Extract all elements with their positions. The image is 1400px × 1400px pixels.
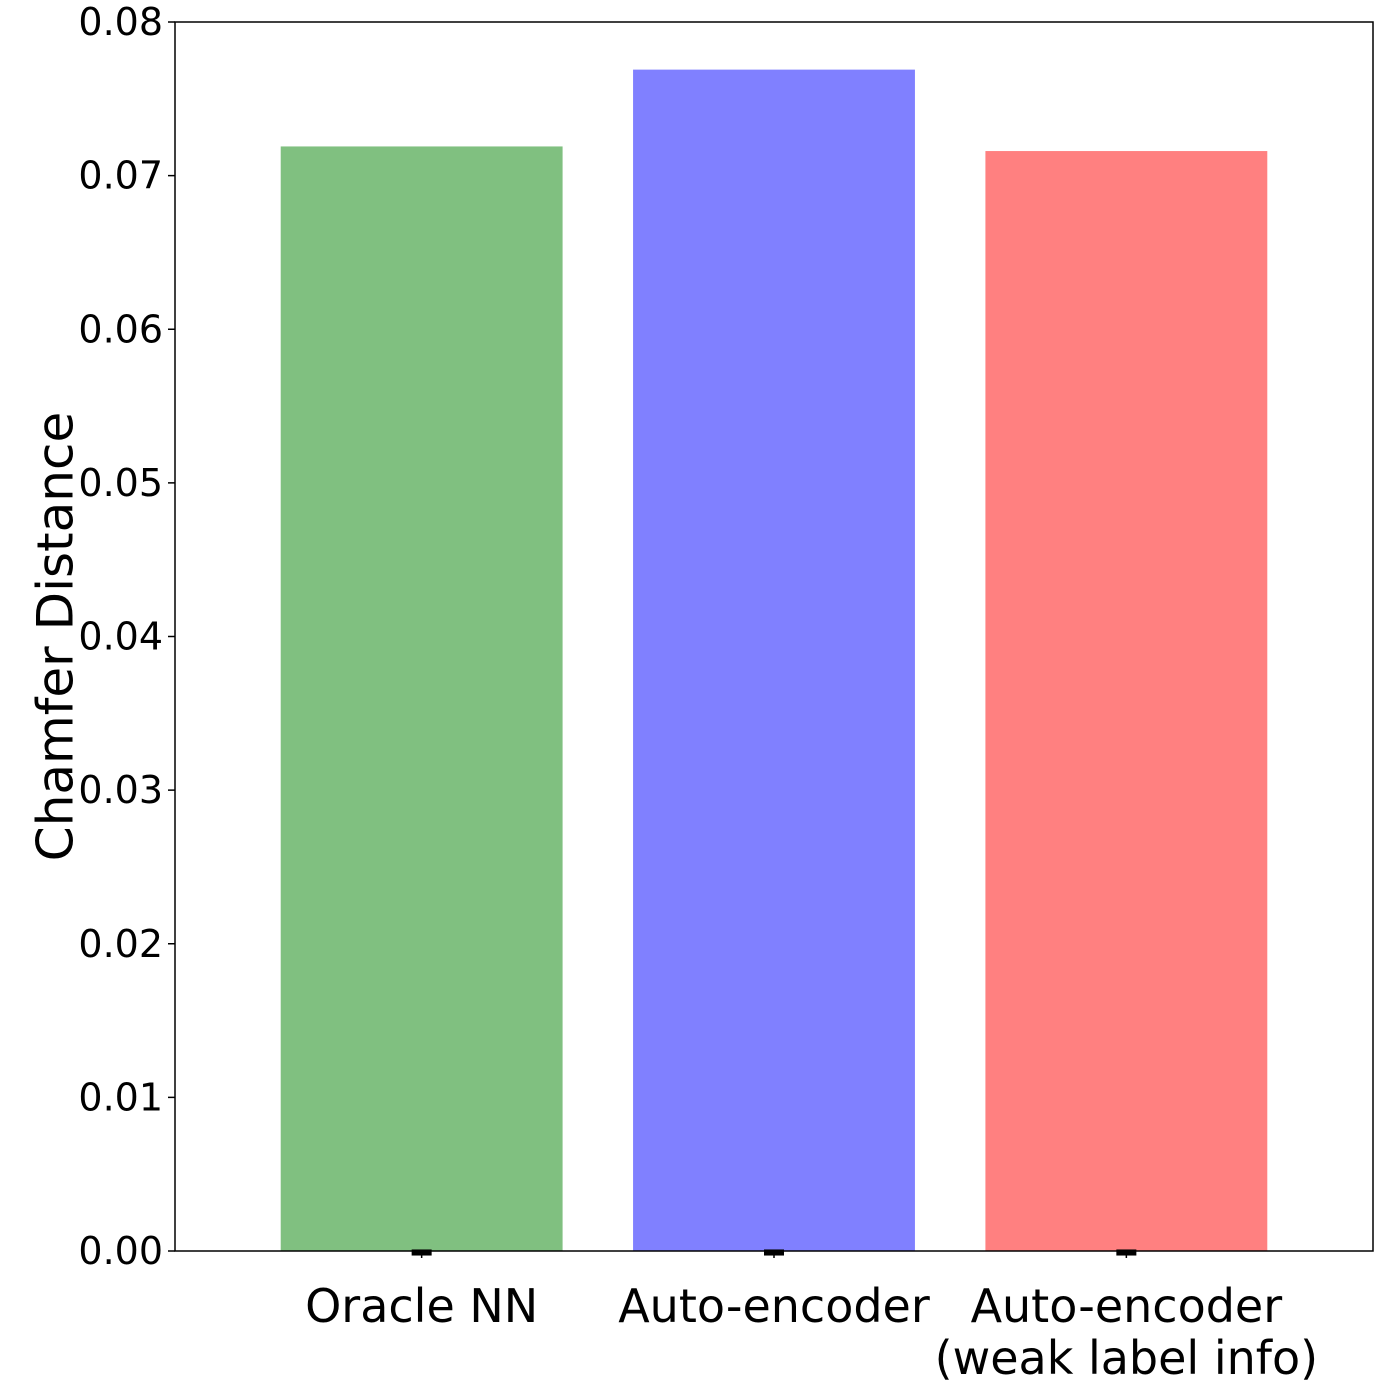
y-tick-label-3: 0.03 [78, 768, 163, 812]
x-tick-label-0-0: Oracle NN [305, 1279, 538, 1333]
y-tick-label-7: 0.07 [78, 154, 163, 198]
bar-1 [633, 69, 915, 1251]
y-tick-label-1: 0.01 [78, 1075, 163, 1119]
y-tick-label-6: 0.06 [78, 307, 163, 351]
x-tick-label-2-0: Auto-encoder [971, 1279, 1283, 1333]
y-axis: 0.00 0.01 0.02 0.03 0.04 0.05 0.06 0.07 0.08 [78, 0, 175, 1273]
y-tick-label-0: 0.00 [78, 1229, 163, 1273]
x-tick-label-2-1: (weak label info) [935, 1331, 1318, 1385]
bars-layer [280, 69, 1268, 1251]
y-tick-label-4: 0.04 [78, 615, 163, 659]
y-axis-title: Chamfer Distance [27, 412, 85, 861]
y-tick-label-2: 0.02 [78, 922, 163, 966]
x-axis: Oracle NN Auto-encoder Auto-encoder(weak l… [305, 1251, 1318, 1385]
bar-0 [280, 146, 563, 1251]
y-tick-label-8: 0.08 [78, 0, 163, 44]
y-tick-label-5: 0.05 [78, 461, 163, 505]
x-tick-label-1-0: Auto-encoder [618, 1279, 930, 1333]
bar-2 [985, 151, 1268, 1251]
